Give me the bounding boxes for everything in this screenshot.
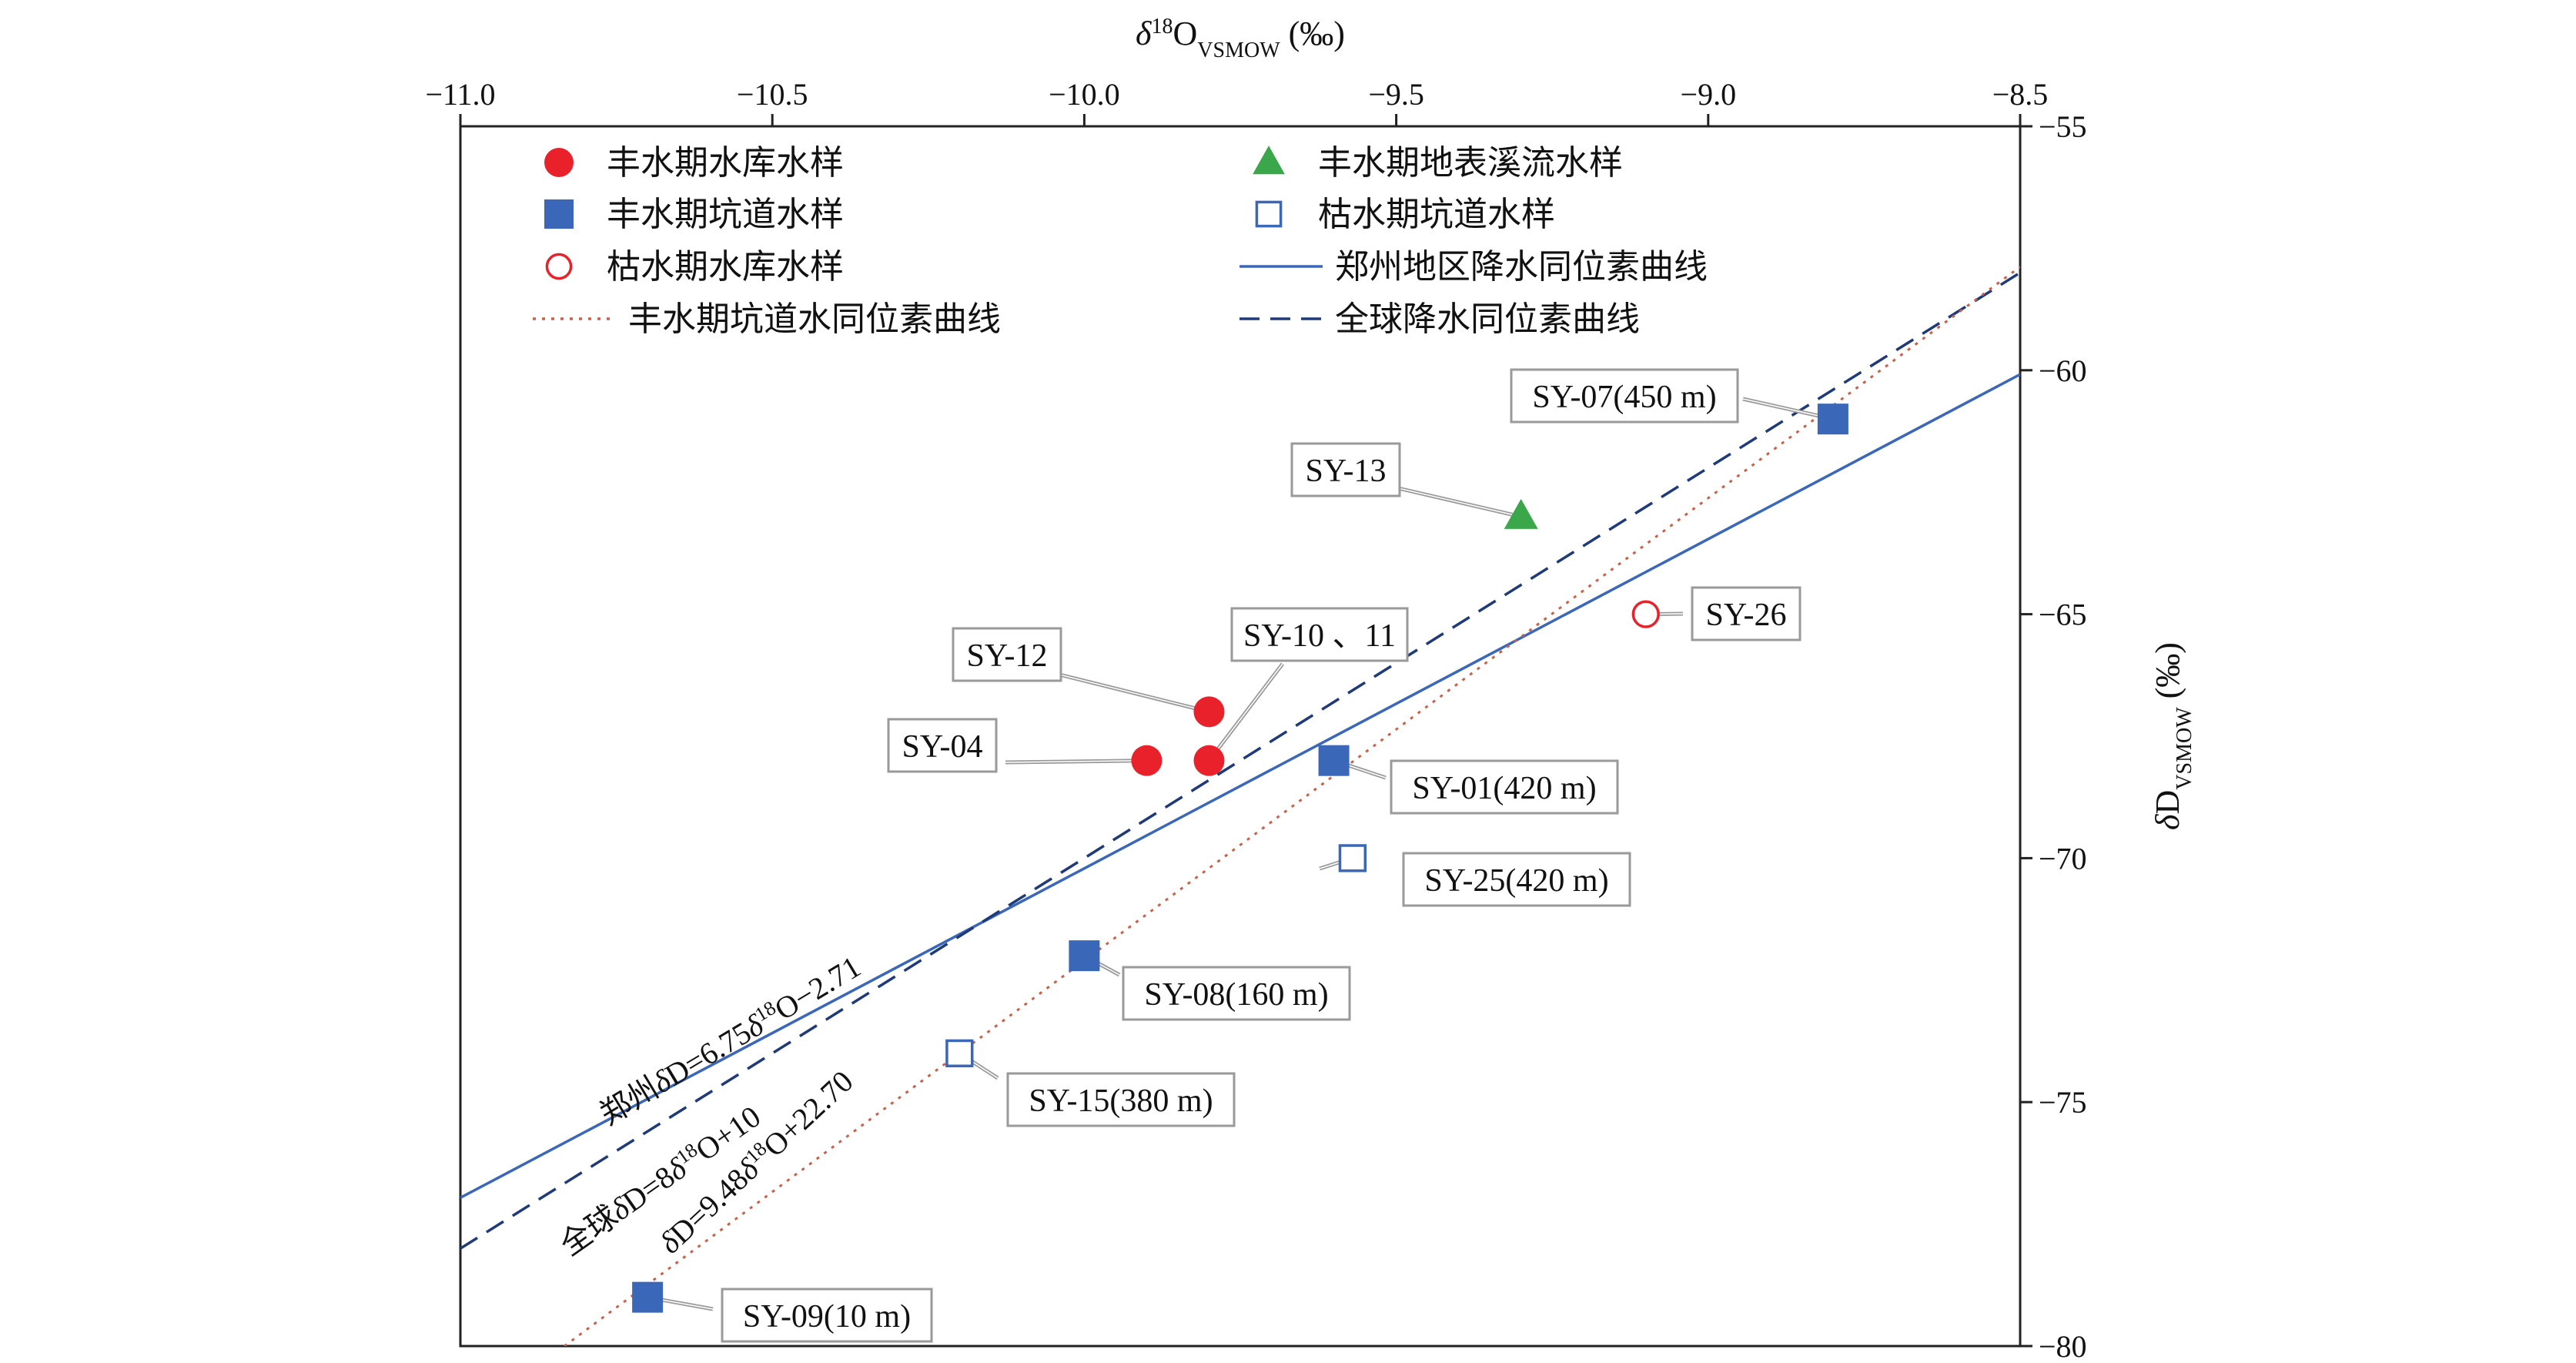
y-axis-title: δDVSMOW (‰) [2149, 642, 2196, 830]
x-tick-label: −9.0 [1681, 77, 1737, 112]
legend-marker [544, 199, 574, 229]
y-tick-label: −70 [2039, 841, 2087, 876]
y-tick-label: −55 [2039, 109, 2087, 144]
point-SY-25(420 m) [1338, 844, 1367, 872]
callout-box [721, 1288, 933, 1343]
legend-label: 丰水期坑道水同位素曲线 [628, 300, 1001, 339]
point-SY-08(160 m) [1069, 940, 1100, 972]
legend-marker [544, 148, 574, 177]
line-solid [460, 373, 2020, 1199]
callout-box [1230, 607, 1409, 662]
callout-label: SY-01(420 m) [1412, 771, 1596, 806]
point-SY-07(450 m) [1817, 404, 1848, 435]
point-SY-01(420 m) [1318, 745, 1350, 776]
legend-label: 丰水期坑道水样 [607, 195, 844, 234]
x-axis-ticks: −11.0 −10.5 −10.0 −9.5 −9.0 −8.5 [425, 77, 2048, 126]
point-SY-15(380 m) [945, 1039, 974, 1067]
x-tick-label: −8.5 [1992, 77, 2049, 112]
callout-box [1691, 586, 1802, 641]
callout-label: SY-15(380 m) [1029, 1083, 1213, 1119]
legend-label: 郑州地区降水同位素曲线 [1335, 247, 1708, 286]
point-SY-04 [1131, 745, 1163, 776]
y-tick-label: −60 [2039, 353, 2087, 388]
point-SY-10 、11 [1193, 745, 1225, 776]
callout-label: SY-26 [1705, 598, 1786, 633]
callout-box [1006, 1072, 1236, 1127]
callout-box [952, 627, 1062, 682]
point-callouts: SY-12 SY-04 SY-10 、11 SY-07(450 m) SY-01(420… [647, 368, 1834, 1343]
x-axis-title: δ18OVSMOW (‰) [1136, 15, 1345, 62]
y-tick-label: −80 [2039, 1329, 2087, 1363]
legend-label: 枯水期水库水样 [607, 247, 844, 286]
x-tick-label: −10.0 [1049, 77, 1120, 112]
point-SY-13 [1504, 498, 1538, 529]
legend-label: 丰水期地表溪流水样 [1318, 143, 1623, 183]
data-points [632, 404, 1848, 1313]
callout-box [1122, 966, 1351, 1021]
plot-frame [459, 125, 2022, 1348]
callout-box [1402, 852, 1631, 907]
isotope-lines [460, 266, 2020, 1346]
point-SY-26 [1631, 600, 1660, 628]
y-axis-ticks: −55 −60 −65 −70 −75 −80 [2020, 109, 2087, 1363]
callout-label: SY-25(420 m) [1424, 863, 1608, 899]
callout-label: SY-07(450 m) [1532, 380, 1716, 415]
callout-label: SY-12 [966, 638, 1047, 674]
callout-box [1510, 368, 1739, 424]
callout-box [887, 718, 998, 773]
callout-label: SY-04 [902, 729, 982, 765]
x-tick-label: −11.0 [425, 77, 495, 112]
callout-label: SY-08(160 m) [1144, 977, 1328, 1013]
callout-leader-inner [1208, 663, 1283, 762]
callout-label: SY-13 [1305, 454, 1386, 489]
legend-marker [545, 253, 573, 280]
callout-label: SY-09(10 m) [743, 1299, 911, 1335]
line-dashed [460, 271, 2020, 1250]
point-SY-09(10 m) [632, 1281, 664, 1313]
legend-label: 全球降水同位素曲线 [1335, 300, 1640, 339]
legend-label: 枯水期坑道水样 [1318, 195, 1555, 234]
legend-label: 丰水期水库水样 [607, 143, 844, 183]
callout-leader-inner [1005, 759, 1147, 763]
callout-label: SY-10 、11 [1243, 618, 1396, 654]
callout-leader-inner [1397, 487, 1521, 517]
callout-box [1290, 442, 1401, 497]
callout-leader-inner [1059, 674, 1209, 713]
x-tick-label: −10.5 [737, 77, 808, 112]
legend-marker [1253, 146, 1285, 175]
callout-box [1390, 759, 1619, 815]
legend-marker [1255, 200, 1283, 228]
point-SY-12 [1193, 696, 1225, 728]
x-tick-label: −9.5 [1368, 77, 1424, 112]
y-tick-label: −65 [2039, 598, 2087, 632]
y-tick-label: −75 [2039, 1085, 2087, 1120]
line-dotted [562, 266, 2020, 1346]
